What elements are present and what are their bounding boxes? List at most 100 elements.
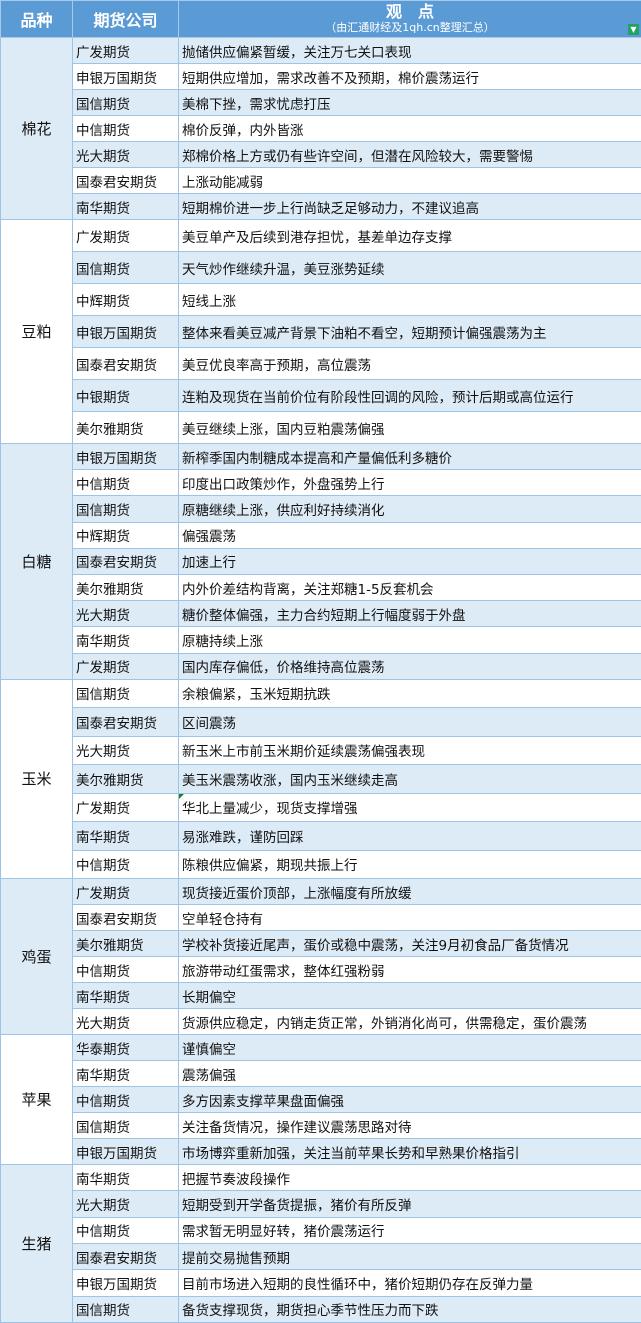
view-cell: 原糖继续上涨，供应利好持续消化	[179, 496, 641, 522]
view-text: 美豆单产及后续到港存担忧，基差单边存支撑	[182, 230, 452, 246]
table-row: 国信期货美棉下挫，需求忧虑打压	[1, 90, 641, 116]
table-row: 美尔雅期货学校补货接近尾声，蛋价或稳中震荡，关注9月初食品厂备货情况	[1, 931, 641, 957]
table-row: 国泰君安期货空单轻仓持有	[1, 905, 641, 931]
company-cell: 光大期货	[73, 1009, 179, 1035]
view-text: 余粮偏紧，玉米短期抗跌	[182, 687, 331, 703]
view-text: 天气炒作继续升温，美豆涨势延续	[182, 262, 385, 278]
view-text: 新榨季国内制糖成本提高和产量偏低利多糖价	[182, 451, 452, 467]
company-cell: 中信期货	[73, 850, 179, 879]
view-text: 短期受到开学备货提振，猪价有所反弹	[182, 1198, 412, 1214]
view-cell: 备货支撑现货，期货担心季节性压力而下跌	[179, 1296, 641, 1322]
view-text: 把握节奏波段操作	[182, 1172, 290, 1188]
view-text: 连粕及现货在当前价位有阶段性回调的风险，预计后期或高位运行	[182, 390, 574, 406]
table-row: 苹果华泰期货谨慎偏空	[1, 1035, 641, 1061]
header-view: 观 点 （由汇通财经及1qh.cn整理汇总） ▼	[179, 1, 641, 38]
header-variety: 品种	[1, 1, 73, 38]
company-cell: 广发期货	[73, 879, 179, 905]
company-cell: 光大期货	[73, 142, 179, 168]
company-cell: 广发期货	[73, 793, 179, 822]
table-row: 申银万国期货市场博弈重新加强，关注当前苹果长势和早熟果价格指引	[1, 1139, 641, 1165]
table-row: 国信期货备货支撑现货，期货担心季节性压力而下跌	[1, 1296, 641, 1322]
view-text: 整体来看美豆减产背景下油粕不看空，短期预计偏强震荡为主	[182, 326, 547, 342]
view-text: 关注备货情况，操作建议震荡思路对待	[182, 1120, 412, 1136]
view-cell: 短期棉价进一步上行尚缺乏足够动力，不建议追高	[179, 194, 641, 220]
company-cell: 南华期货	[73, 983, 179, 1009]
table-row: 国泰君安期货美豆优良率高于预期，高位震荡	[1, 348, 641, 380]
view-text: 学校补货接近尾声，蛋价或稳中震荡，关注9月初食品厂备货情况	[182, 938, 569, 954]
view-text: 易涨难跌，谨防回踩	[182, 830, 304, 846]
view-text: 长期偏空	[182, 990, 236, 1006]
view-text: 提前交易抛售预期	[182, 1251, 290, 1267]
table-row: 国泰君安期货加速上行	[1, 548, 641, 574]
company-cell: 国信期货	[73, 496, 179, 522]
view-cell: 需求暂无明显好转，猪价震荡运行	[179, 1217, 641, 1243]
company-cell: 美尔雅期货	[73, 574, 179, 600]
view-text: 棉价反弹，内外皆涨	[182, 123, 304, 139]
view-text: 陈粮供应偏紧，期现共振上行	[182, 858, 358, 874]
variety-cell: 鸡蛋	[1, 879, 73, 1035]
view-text: 美棉下挫，需求忧虑打压	[182, 97, 331, 113]
filter-icon[interactable]: ▼	[628, 24, 639, 35]
table-row: 中银期货连粕及现货在当前价位有阶段性回调的风险，预计后期或高位运行	[1, 380, 641, 412]
company-cell: 国泰君安期货	[73, 348, 179, 380]
view-cell: 陈粮供应偏紧，期现共振上行	[179, 850, 641, 879]
company-cell: 国泰君安期货	[73, 548, 179, 574]
table-row: 南华期货震荡偏强	[1, 1061, 641, 1087]
view-text: 旅游带动红蛋需求，整体红强粉弱	[182, 964, 385, 980]
header-view-subtitle: （由汇通财经及1qh.cn整理汇总）	[179, 21, 641, 35]
table-row: 中信期货陈粮供应偏紧，期现共振上行	[1, 850, 641, 879]
view-text: 需求暂无明显好转，猪价震荡运行	[182, 1224, 385, 1240]
view-cell: 印度出口政策炒作，外盘强势上行	[179, 470, 641, 496]
table-row: 中信期货印度出口政策炒作，外盘强势上行	[1, 470, 641, 496]
view-cell: 短期供应增加，需求改善不及预期，棉价震荡运行	[179, 64, 641, 90]
view-text: 短线上涨	[182, 294, 236, 310]
comment-marker-icon[interactable]	[179, 794, 184, 799]
company-cell: 国泰君安期货	[73, 168, 179, 194]
view-text: 短期棉价进一步上行尚缺乏足够动力，不建议追高	[182, 201, 479, 217]
table-row: 鸡蛋广发期货现货接近蛋价顶部，上涨幅度有所放缓	[1, 879, 641, 905]
view-text: 目前市场进入短期的良性循环中，猪价短期仍存在反弹力量	[182, 1277, 533, 1293]
view-cell: 连粕及现货在当前价位有阶段性回调的风险，预计后期或高位运行	[179, 380, 641, 412]
table-row: 生猪南华期货把握节奏波段操作	[1, 1165, 641, 1191]
company-cell: 申银万国期货	[73, 64, 179, 90]
table-row: 中信期货需求暂无明显好转，猪价震荡运行	[1, 1217, 641, 1243]
view-cell: 余粮偏紧，玉米短期抗跌	[179, 679, 641, 708]
table-row: 白糖申银万国期货新榨季国内制糖成本提高和产量偏低利多糖价	[1, 444, 641, 470]
table-row: 光大期货货源供应稳定，内销走货正常，外销消化尚可，供需稳定，蛋价震荡	[1, 1009, 641, 1035]
header-company: 期货公司	[73, 1, 179, 38]
company-cell: 南华期货	[73, 822, 179, 851]
view-text: 谨慎偏空	[182, 1042, 236, 1058]
company-cell: 国泰君安期货	[73, 708, 179, 737]
view-text: 新玉米上市前玉米期价延续震荡偏强表现	[182, 744, 425, 760]
view-text: 货源供应稳定，内销走货正常，外销消化尚可，供需稳定，蛋价震荡	[182, 1016, 587, 1032]
company-cell: 申银万国期货	[73, 1139, 179, 1165]
view-text: 内外价差结构背离，关注郑糖1-5反套机会	[182, 582, 434, 598]
table-body: 棉花广发期货抛储供应偏紧暂缓，关注万七关口表现申银万国期货短期供应增加，需求改善…	[1, 38, 641, 1323]
table-row: 国泰君安期货区间震荡	[1, 708, 641, 737]
view-cell: 新玉米上市前玉米期价延续震荡偏强表现	[179, 736, 641, 765]
table-row: 中信期货多方因素支撑苹果盘面偏强	[1, 1087, 641, 1113]
view-text: 美玉米震荡收涨，国内玉米继续走高	[182, 773, 398, 789]
view-text: 美豆优良率高于预期，高位震荡	[182, 358, 371, 374]
view-cell: 易涨难跌，谨防回踩	[179, 822, 641, 851]
view-cell: 偏强震荡	[179, 522, 641, 548]
view-cell: 把握节奏波段操作	[179, 1165, 641, 1191]
company-cell: 光大期货	[73, 1191, 179, 1217]
view-cell: 华北上量减少，现货支撑增强	[179, 793, 641, 822]
company-cell: 国信期货	[73, 90, 179, 116]
view-cell: 短期受到开学备货提振，猪价有所反弹	[179, 1191, 641, 1217]
view-text: 国内库存偏低，价格维持高位震荡	[182, 660, 385, 676]
view-cell: 原糖持续上涨	[179, 627, 641, 653]
view-cell: 棉价反弹，内外皆涨	[179, 116, 641, 142]
company-cell: 国泰君安期货	[73, 1244, 179, 1270]
company-cell: 南华期货	[73, 1165, 179, 1191]
view-cell: 市场博弈重新加强，关注当前苹果长势和早熟果价格指引	[179, 1139, 641, 1165]
view-cell: 美玉米震荡收涨，国内玉米继续走高	[179, 765, 641, 794]
view-cell: 美棉下挫，需求忧虑打压	[179, 90, 641, 116]
view-cell: 郑棉价格上方或仍有些许空间，但潜在风险较大，需要警惕	[179, 142, 641, 168]
company-cell: 光大期货	[73, 601, 179, 627]
view-cell: 美豆单产及后续到港存担忧，基差单边存支撑	[179, 220, 641, 252]
table-row: 申银万国期货目前市场进入短期的良性循环中，猪价短期仍存在反弹力量	[1, 1270, 641, 1296]
company-cell: 广发期货	[73, 38, 179, 64]
